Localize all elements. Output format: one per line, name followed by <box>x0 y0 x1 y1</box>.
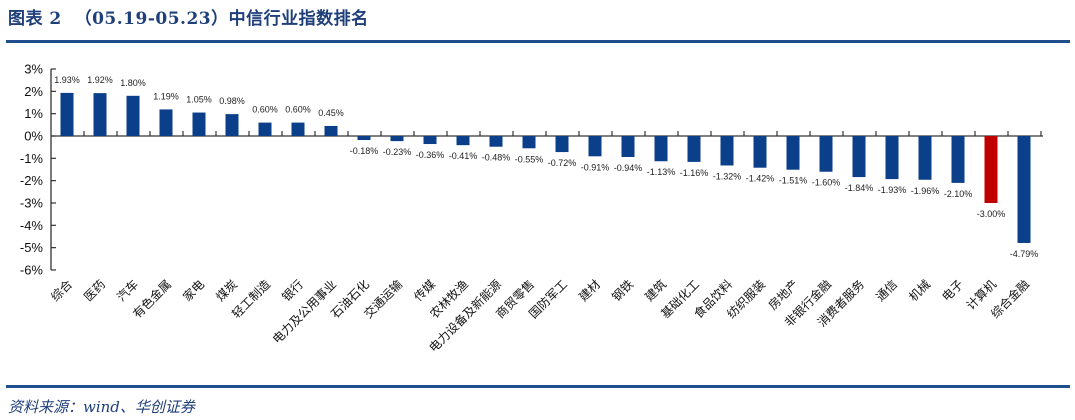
bar <box>93 93 107 136</box>
data-label: -0.72% <box>548 158 577 168</box>
y-tick-label: 2% <box>24 84 43 99</box>
bar-chart: 3% 2% 1% 0% -1% -2% -3% -4% -5% -6% 1.93% 1.92% 1.8… <box>20 62 1043 355</box>
bar <box>951 136 965 183</box>
data-label: -1.32% <box>713 171 742 181</box>
data-label: -0.48% <box>482 153 511 163</box>
x-category-label: 汽车 <box>114 277 142 305</box>
data-label: -1.93% <box>878 185 907 195</box>
x-category-label: 钢铁 <box>609 277 636 304</box>
bar <box>918 136 932 180</box>
x-category-label: 通信 <box>873 277 900 304</box>
bar <box>258 122 272 136</box>
bar <box>390 136 404 142</box>
data-label: 1.93% <box>54 75 80 85</box>
data-label: -1.42% <box>746 174 775 184</box>
bar <box>720 136 734 166</box>
data-label: -0.41% <box>449 151 478 161</box>
bar <box>126 95 140 136</box>
data-label: -0.23% <box>383 147 412 157</box>
bar <box>60 92 74 136</box>
x-category-label: 医药 <box>81 277 108 304</box>
data-label: -0.94% <box>614 163 643 173</box>
figure-title: 图表 2 （05.19-05.23）中信行业指数排名 <box>8 9 369 29</box>
bar <box>654 136 668 162</box>
data-label: 0.60% <box>285 105 311 115</box>
data-label: 0.60% <box>252 105 278 115</box>
bar <box>753 136 767 168</box>
chart-axes: 3% 2% 1% 0% -1% -2% -3% -4% -5% -6% <box>20 62 1043 277</box>
data-label: -3.00% <box>977 209 1006 219</box>
data-label: -0.55% <box>515 154 544 164</box>
bar <box>555 136 569 153</box>
top-divider <box>6 40 1070 43</box>
data-label: 0.45% <box>318 108 344 118</box>
x-category-label: 银行 <box>279 277 306 304</box>
x-category-label: 电子 <box>939 277 966 304</box>
bar <box>687 136 701 162</box>
y-tick-label: 0% <box>24 129 43 144</box>
bar <box>456 136 470 146</box>
chart-bars <box>60 92 1031 243</box>
bar <box>819 136 833 172</box>
data-label: -0.91% <box>581 162 610 172</box>
y-tick-label: 3% <box>24 62 43 77</box>
bar <box>984 136 998 203</box>
bar <box>1017 136 1031 243</box>
y-tick-label: -6% <box>20 262 44 277</box>
x-category-label: 家电 <box>180 277 208 305</box>
data-label: 1.05% <box>186 95 212 105</box>
bottom-divider <box>6 385 1070 388</box>
data-label: 1.92% <box>87 75 113 85</box>
data-label: -4.79% <box>1010 249 1039 259</box>
data-label: 1.19% <box>153 91 179 101</box>
bar <box>786 136 800 170</box>
x-category-label: 建筑 <box>642 277 670 305</box>
bar <box>885 136 899 180</box>
bar <box>522 136 536 149</box>
y-tick-label: 1% <box>24 106 43 121</box>
bar <box>489 136 503 147</box>
chart-data-labels: 1.93% 1.92% 1.80% 1.19% 1.05% 0.98% 0.60% 0.60%… <box>54 75 1038 259</box>
bar <box>357 136 371 141</box>
bar <box>291 122 305 136</box>
x-category-label: 煤炭 <box>213 277 240 304</box>
y-tick-label: -2% <box>20 173 44 188</box>
bar <box>159 109 173 136</box>
data-label: -0.18% <box>350 146 379 156</box>
data-label: -1.60% <box>812 178 841 188</box>
y-tick-label: -1% <box>20 151 44 166</box>
data-label: -1.51% <box>779 176 808 186</box>
bar <box>621 136 635 157</box>
y-tick-label: -5% <box>20 240 44 255</box>
y-tick-label: -4% <box>20 218 44 233</box>
bar <box>423 136 437 145</box>
source-note: 资料来源：wind、华创证券 <box>8 398 195 416</box>
bar <box>192 112 206 136</box>
y-tick-label: -3% <box>20 195 44 210</box>
data-label: 1.80% <box>120 78 146 88</box>
bar <box>588 136 602 157</box>
bar <box>324 125 338 136</box>
data-label: -1.96% <box>911 186 940 196</box>
data-label: -1.16% <box>680 168 709 178</box>
data-label: -0.36% <box>416 150 445 160</box>
data-label: -2.10% <box>944 189 973 199</box>
data-label: -1.84% <box>845 183 874 193</box>
bar <box>852 136 866 178</box>
x-category-label: 传媒 <box>411 277 439 305</box>
x-category-label: 机械 <box>906 277 934 305</box>
data-label: 0.98% <box>219 96 245 106</box>
x-category-label: 综合 <box>48 277 76 305</box>
x-category-label: 建材 <box>576 277 603 304</box>
bar <box>225 114 239 136</box>
data-label: -1.13% <box>647 167 676 177</box>
